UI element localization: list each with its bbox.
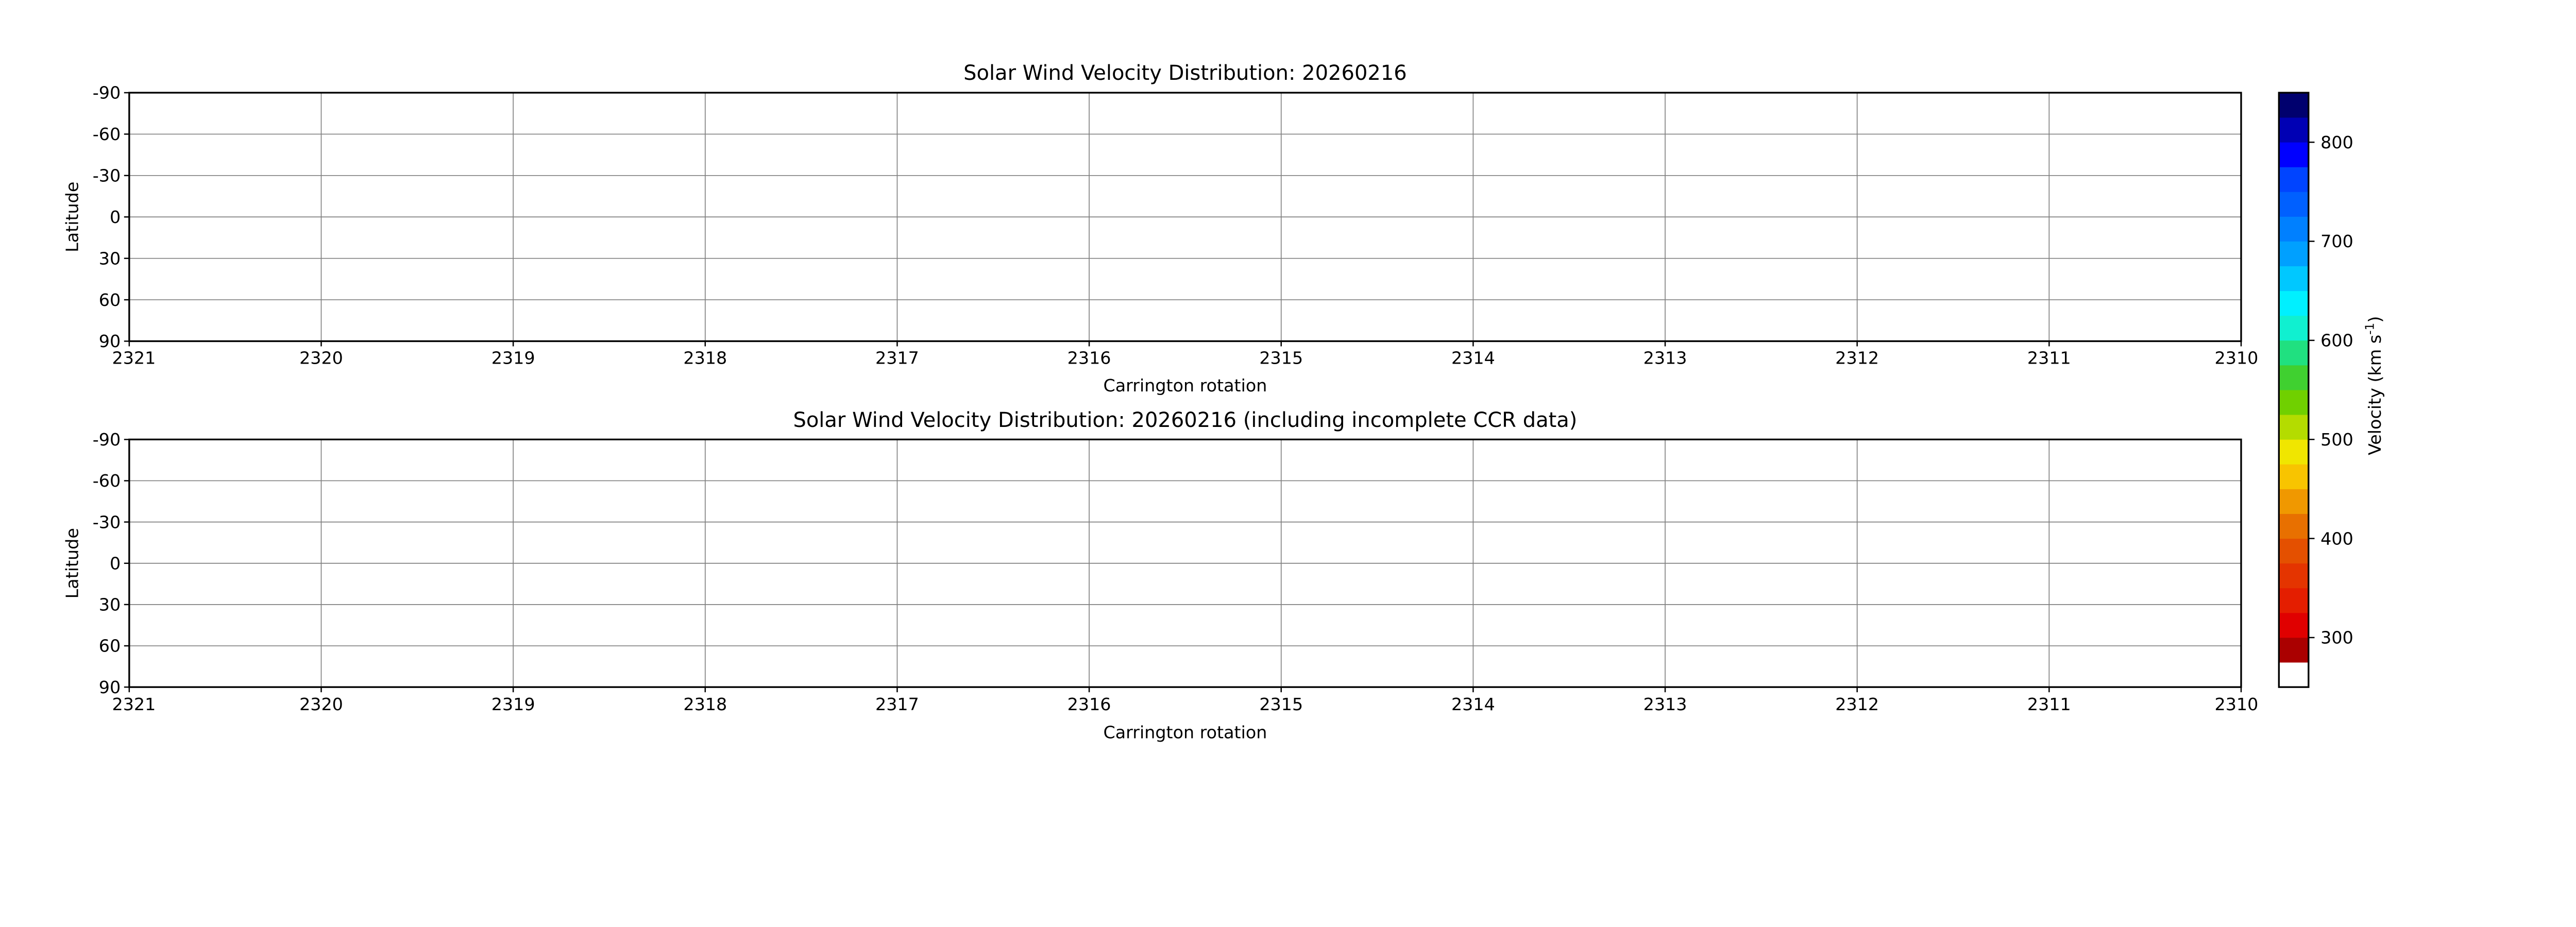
y-tick-label: -90 xyxy=(93,430,121,450)
plot-title: Solar Wind Velocity Distribution: 202602… xyxy=(963,61,1407,85)
x-tick-label: 2320 xyxy=(299,348,343,368)
colorbar-label-main: Velocity (km s xyxy=(2365,335,2385,455)
colorbar-bin xyxy=(2279,315,2309,341)
colorbar-bin xyxy=(2279,637,2309,663)
x-tick-label: 2318 xyxy=(683,348,727,368)
plot-1: 2321 2320 2319 2318 2317 2316 2315 2314 2313 2312… xyxy=(62,61,2259,396)
colorbar-bin xyxy=(2279,612,2309,638)
y-tick-label: 90 xyxy=(99,677,121,697)
y-tick-label: 0 xyxy=(110,553,121,573)
x-tick-label: 2321 xyxy=(112,348,156,368)
y-tick-label: 60 xyxy=(99,290,121,310)
plot-frame xyxy=(128,438,2242,688)
colorbar-bin xyxy=(2279,489,2309,514)
colorbar-bin xyxy=(2279,662,2309,688)
colorbar-bin xyxy=(2279,538,2309,564)
x-tick-label: 2320 xyxy=(299,694,343,714)
x-axis-label: Carrington rotation xyxy=(1103,375,1267,396)
x-tick-label: 2321 xyxy=(112,694,156,714)
y-tick-label: 90 xyxy=(99,331,121,351)
x-tick-label: 2315 xyxy=(1259,348,1303,368)
y-axis-label: Latitude xyxy=(62,182,82,252)
colorbar-bin xyxy=(2279,415,2309,440)
x-axis-label: Carrington rotation xyxy=(1103,722,1267,742)
colorbar-bin xyxy=(2279,290,2309,316)
colorbar-bin xyxy=(2279,588,2309,613)
colorbar-tick-label: 500 xyxy=(2320,430,2353,450)
y-tick-label: 0 xyxy=(110,207,121,227)
colorbar-label-sup: -1 xyxy=(2363,323,2377,335)
colorbar-bin xyxy=(2279,563,2309,589)
colorbar-tick-label: 300 xyxy=(2320,628,2353,648)
y-tick-label: -30 xyxy=(93,512,121,532)
x-tick-label: 2312 xyxy=(1835,348,1879,368)
y-tick-label: 30 xyxy=(99,595,121,615)
colorbar-tick-label: 600 xyxy=(2320,331,2353,351)
colorbar-label: Velocity (km s-1) xyxy=(2363,316,2385,455)
x-tick-label: 2317 xyxy=(875,348,919,368)
colorbar-tick-label: 400 xyxy=(2320,528,2353,548)
plot-frame xyxy=(128,92,2242,342)
x-tick-label: 2310 xyxy=(2215,348,2259,368)
colorbar-bin xyxy=(2279,439,2309,465)
y-tick-label: -90 xyxy=(93,83,121,103)
plots: 2321 2320 2319 2318 2317 2316 2315 2314 2313 2312… xyxy=(62,61,2259,742)
colorbar-bin xyxy=(2279,266,2309,291)
colorbar-bin xyxy=(2279,365,2309,390)
colorbar-tick-label: 700 xyxy=(2320,231,2353,251)
y-tick-label: -60 xyxy=(93,471,121,491)
x-tick-label: 2316 xyxy=(1067,348,1111,368)
colorbar-bin xyxy=(2279,93,2309,118)
x-tick-label: 2311 xyxy=(2027,694,2071,714)
colorbar-label-end: ) xyxy=(2365,316,2385,323)
colorbar-bin xyxy=(2279,464,2309,489)
colorbar-bin xyxy=(2279,390,2309,415)
colorbar-bin xyxy=(2279,241,2309,267)
colorbar: 300 400 500 600 700 800 Velocity (km s-1) xyxy=(2278,92,2385,688)
colorbar-bin xyxy=(2279,142,2309,167)
x-tick-label: 2318 xyxy=(683,694,727,714)
y-tick-label: -30 xyxy=(93,166,121,186)
y-tick-label: 60 xyxy=(99,636,121,656)
figure: 2321 2320 2319 2318 2317 2316 2315 2314 2313 2312… xyxy=(62,61,2385,742)
colorbar-bin xyxy=(2279,340,2309,366)
colorbar-bin xyxy=(2279,117,2309,143)
plot-2: 2321 2320 2319 2318 2317 2316 2315 2314 2313 2312… xyxy=(62,408,2259,742)
plot-title: Solar Wind Velocity Distribution: 202602… xyxy=(793,408,1577,432)
x-tick-label: 2319 xyxy=(492,694,535,714)
colorbar-tick-label: 800 xyxy=(2320,132,2353,152)
colorbar-bin xyxy=(2279,167,2309,192)
y-tick-label: 30 xyxy=(99,248,121,268)
x-tick-label: 2314 xyxy=(1451,348,1495,368)
x-tick-label: 2313 xyxy=(1643,348,1687,368)
x-tick-label: 2319 xyxy=(492,348,535,368)
x-tick-label: 2314 xyxy=(1451,694,1495,714)
colorbar-bin xyxy=(2279,216,2309,242)
x-tick-label: 2312 xyxy=(1835,694,1879,714)
colorbar-bin xyxy=(2279,192,2309,217)
y-tick-label: -60 xyxy=(93,124,121,144)
colorbar-bin xyxy=(2279,513,2309,539)
x-tick-label: 2311 xyxy=(2027,348,2071,368)
x-tick-label: 2316 xyxy=(1067,694,1111,714)
x-tick-label: 2310 xyxy=(2215,694,2259,714)
x-tick-label: 2315 xyxy=(1259,694,1303,714)
colorbar-frame xyxy=(2278,92,2310,688)
y-axis-label: Latitude xyxy=(62,528,82,598)
x-tick-label: 2317 xyxy=(875,694,919,714)
x-tick-label: 2313 xyxy=(1643,694,1687,714)
